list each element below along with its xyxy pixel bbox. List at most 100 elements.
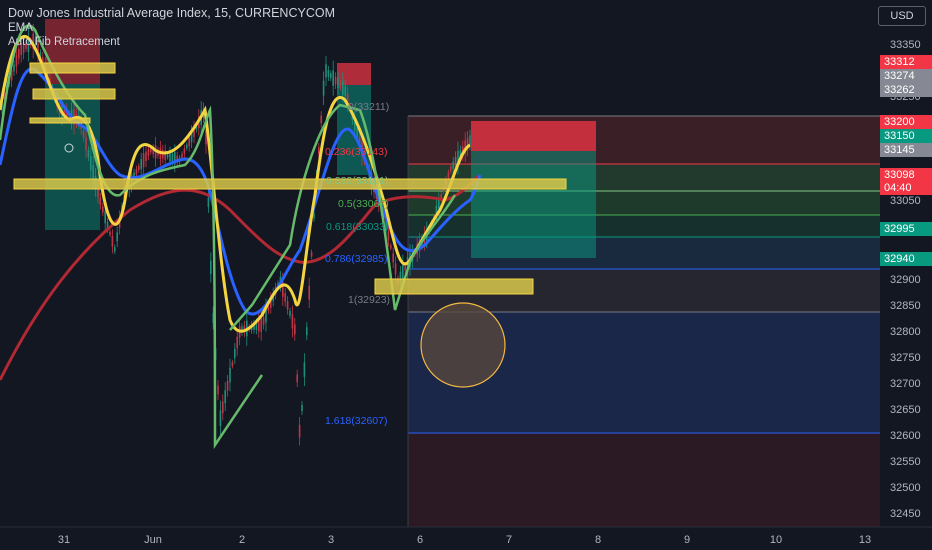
candle-body — [104, 211, 106, 224]
last-price-tag: 33098 — [880, 168, 932, 182]
candle-body — [212, 312, 214, 324]
candle-body — [344, 85, 346, 96]
candle-body — [452, 161, 454, 169]
candle-body — [183, 148, 186, 154]
ema-green-line — [0, 24, 457, 450]
candle-body — [356, 128, 358, 138]
candle-body — [181, 153, 183, 159]
fib-labels: 0(33211) 0.236(33143) 0.382(33101) 0.5(3… — [325, 101, 390, 427]
candle-body — [190, 131, 193, 142]
candle-body — [15, 54, 18, 67]
candle-body — [392, 253, 394, 263]
candle-body — [289, 310, 291, 316]
candle-body — [399, 271, 402, 281]
indicator-fib-label[interactable]: Auto Fib Retracement — [8, 36, 120, 48]
candle-body — [82, 131, 85, 138]
candle-body — [3, 94, 6, 100]
candle-body — [306, 327, 308, 336]
time-axis[interactable]: 31 Jun 2 3 6 7 8 9 10 13 — [58, 534, 871, 546]
candle-body — [150, 148, 152, 153]
candle-body — [358, 136, 361, 146]
candle-body — [10, 69, 13, 81]
candle-body — [116, 232, 118, 242]
candle-body — [147, 149, 150, 156]
candle-body — [87, 150, 90, 157]
price-label: 32450 — [890, 508, 921, 520]
small-marker-circle — [64, 143, 74, 153]
candle-body — [42, 57, 44, 67]
candle-body — [90, 156, 92, 171]
candle-body — [267, 306, 270, 312]
candle-body — [330, 73, 332, 79]
candle-body — [258, 320, 260, 332]
time-label: 2 — [239, 534, 245, 546]
left-position-target — [45, 84, 100, 230]
price-tag: 32995 — [880, 222, 932, 236]
candle-body — [114, 247, 116, 252]
candle-body — [229, 367, 231, 383]
candle-body — [255, 322, 258, 330]
price-label: 32750 — [890, 352, 921, 364]
price-label: 32600 — [890, 430, 921, 442]
candle-body — [253, 323, 255, 330]
candle-body — [402, 264, 404, 280]
candle-body — [63, 109, 66, 115]
time-label: 6 — [417, 534, 423, 546]
price-label: 33350 — [890, 39, 921, 51]
candle-body — [133, 172, 135, 179]
candle-body — [176, 155, 178, 163]
price-label: 32650 — [890, 404, 921, 416]
candle-body — [354, 117, 356, 131]
ema-long-line — [0, 174, 480, 381]
candle-body — [186, 144, 188, 149]
candle-body — [320, 115, 322, 124]
price-tag: 33262 — [880, 83, 932, 97]
candle-body — [145, 151, 147, 162]
highlight-circle — [420, 302, 506, 388]
price-axis[interactable]: 33350 33250 33050 32900 32850 32800 3275… — [890, 39, 921, 520]
candle-body — [102, 206, 104, 213]
candle-body — [226, 380, 229, 391]
support-resistance-boxes — [13, 62, 567, 295]
candle-body — [440, 194, 442, 199]
mid-position-stop — [337, 63, 371, 85]
currency-button[interactable]: USD — [878, 6, 926, 26]
price-label: 32900 — [890, 274, 921, 286]
price-tag: 33200 — [880, 115, 932, 129]
candle-body — [385, 219, 387, 230]
fib-label-0786: 0.786(32985) — [325, 253, 387, 265]
candle-body — [210, 260, 212, 275]
candle-body — [298, 424, 301, 438]
candle-body — [25, 43, 27, 49]
price-tag: 33150 — [880, 129, 932, 143]
time-label: 9 — [684, 534, 690, 546]
price-tag: 33145 — [880, 143, 932, 157]
candle-body — [318, 147, 320, 154]
candle-body — [296, 374, 298, 383]
candle-body — [322, 80, 325, 96]
candle-body — [332, 70, 334, 86]
candle-body — [454, 157, 457, 167]
candle-body — [207, 197, 210, 208]
candle-body — [27, 36, 30, 53]
candle-body — [459, 150, 462, 159]
countdown-tag: 04:40 — [880, 181, 932, 195]
candle-body — [464, 140, 466, 154]
candle-body — [123, 186, 126, 201]
candle-body — [303, 362, 306, 377]
price-label: 32700 — [890, 378, 921, 390]
candle-body — [265, 307, 267, 323]
candle-body — [66, 108, 68, 118]
fib-zone-below — [408, 433, 880, 527]
candle-body — [234, 348, 236, 358]
candle-body — [166, 154, 169, 158]
indicator-ema-label[interactable]: EMA — [8, 22, 33, 34]
candle-body — [231, 362, 234, 367]
candle-body — [294, 324, 296, 335]
candle-body — [195, 124, 198, 130]
candle-body — [92, 165, 94, 181]
time-label: 10 — [770, 534, 782, 546]
price-label: 32500 — [890, 482, 921, 494]
